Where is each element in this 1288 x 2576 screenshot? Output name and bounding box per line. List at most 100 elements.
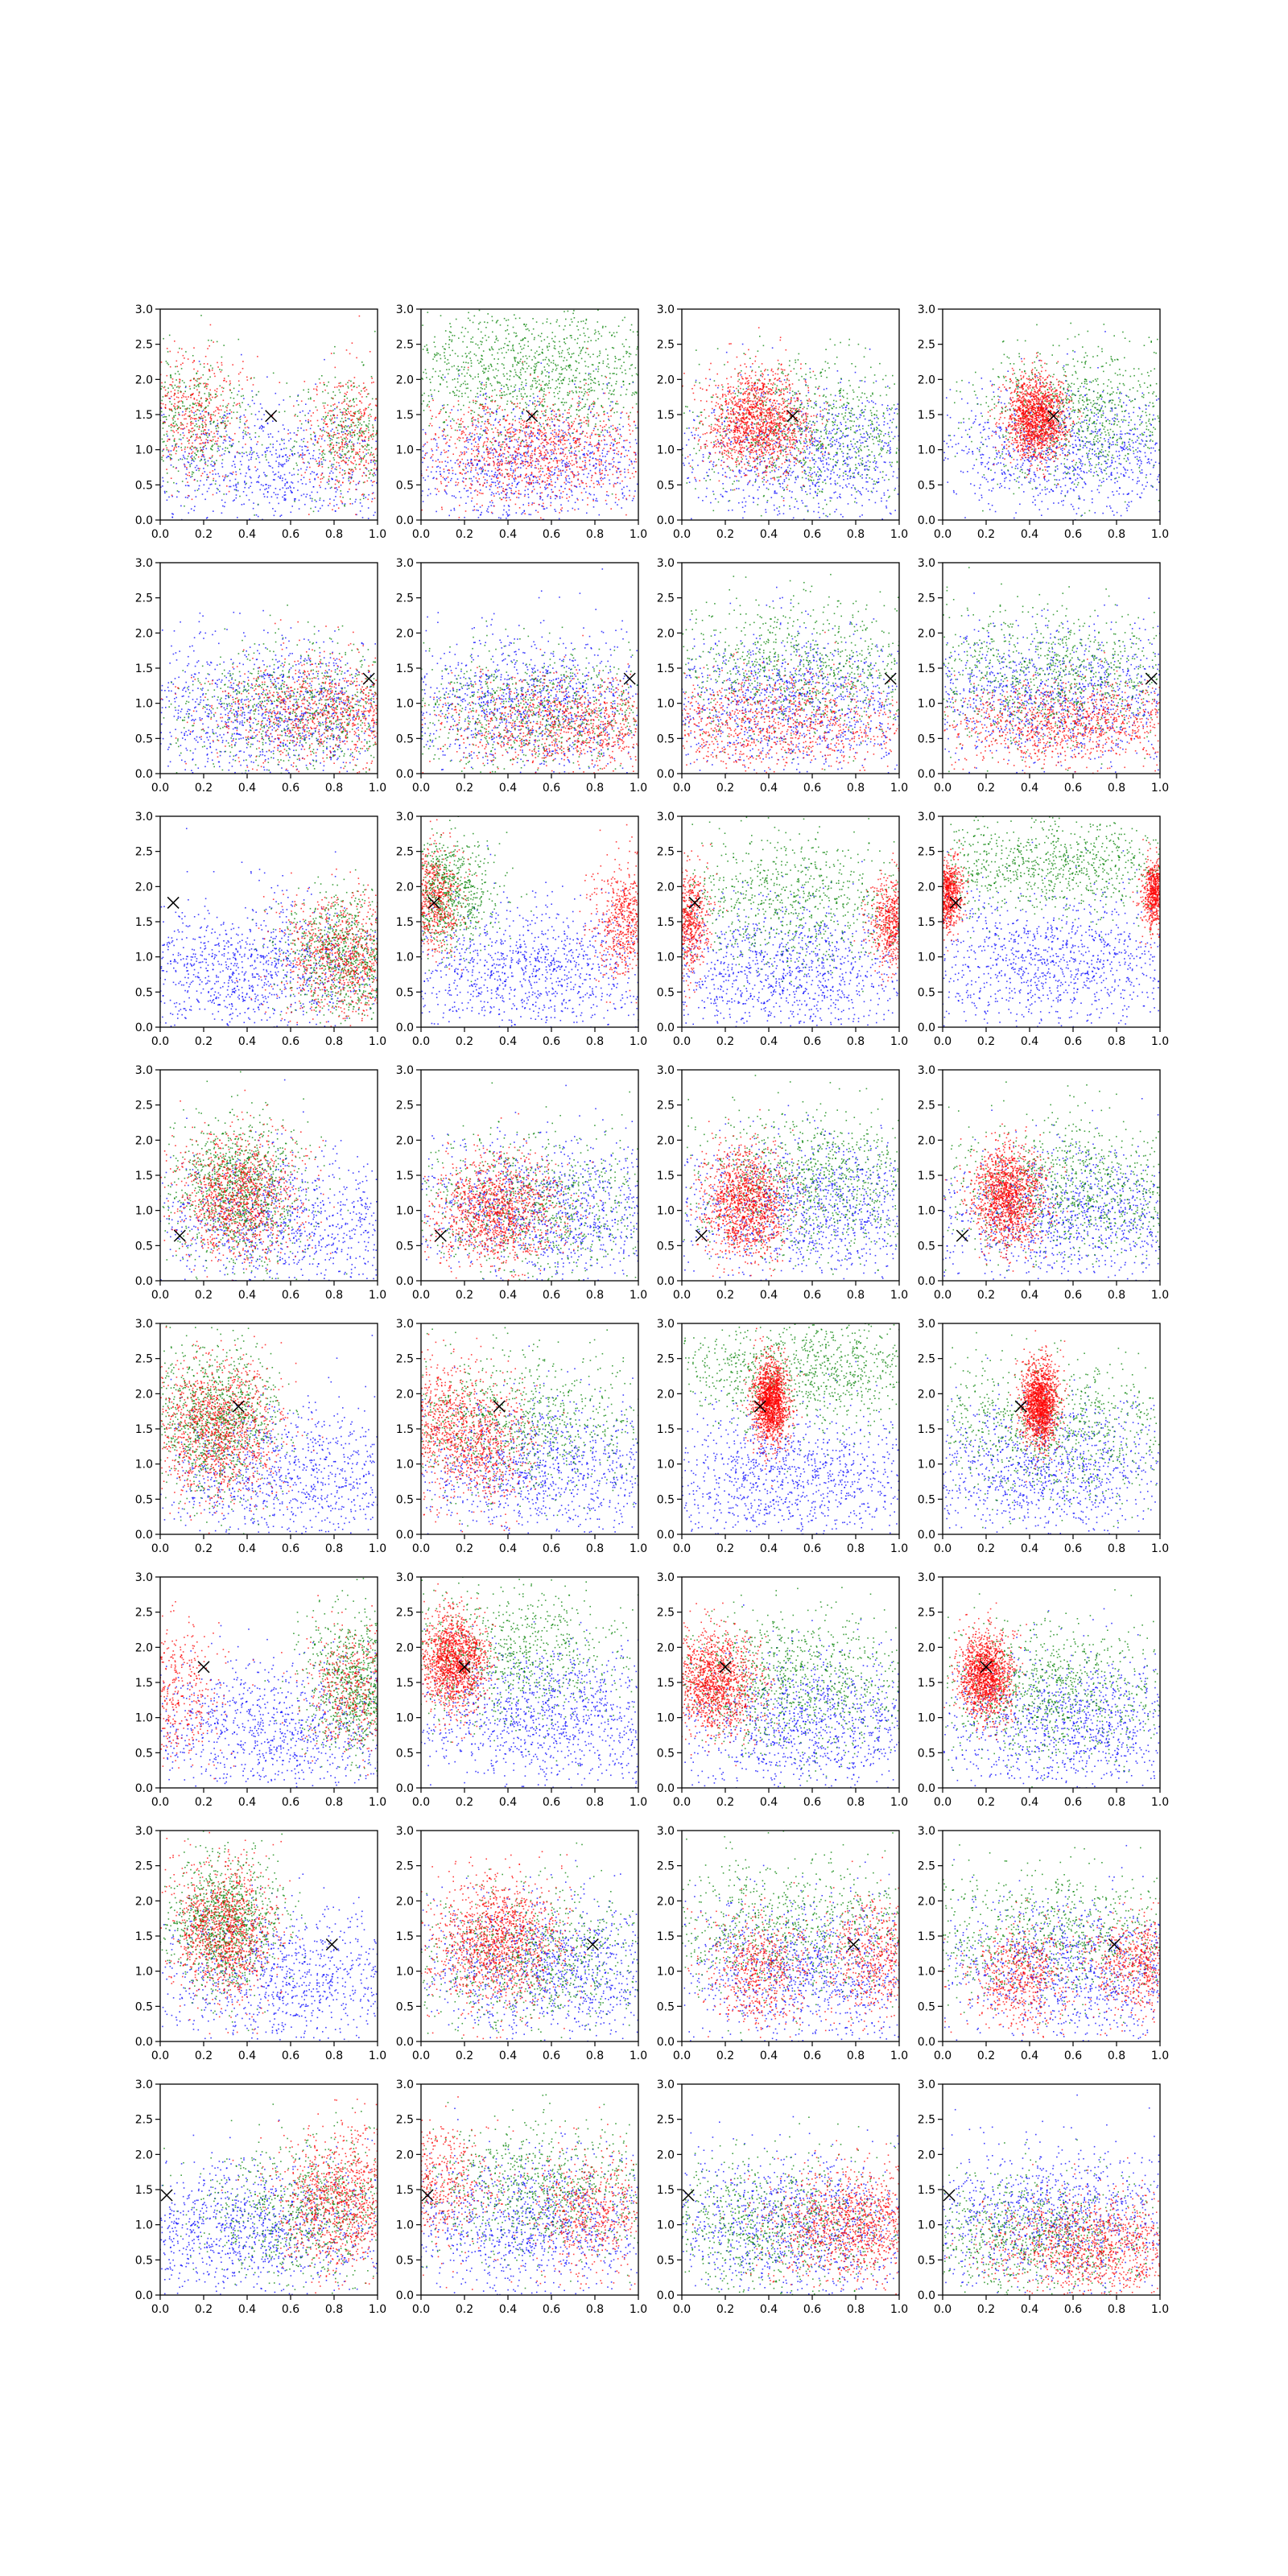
scatter-point bbox=[514, 420, 516, 422]
scatter-point bbox=[574, 452, 576, 454]
scatter-point bbox=[513, 408, 514, 410]
scatter-point bbox=[353, 386, 355, 388]
scatter-point bbox=[217, 489, 219, 491]
scatter-point bbox=[229, 444, 231, 446]
scatter-point bbox=[314, 444, 316, 446]
scatter-point bbox=[367, 481, 369, 482]
scatter-point bbox=[614, 356, 616, 357]
scatter-point bbox=[554, 396, 555, 398]
scatter-point bbox=[481, 428, 482, 430]
scatter-point bbox=[621, 481, 623, 482]
scatter-point bbox=[234, 433, 236, 435]
scatter-point bbox=[449, 355, 451, 357]
scatter-point bbox=[263, 427, 265, 428]
scatter-point bbox=[478, 323, 480, 324]
scatter-point bbox=[466, 346, 468, 348]
scatter-point bbox=[553, 474, 555, 476]
scatter-point bbox=[274, 474, 275, 476]
scatter-point bbox=[427, 312, 429, 313]
scatter-point bbox=[207, 465, 208, 467]
scatter-point bbox=[522, 431, 523, 432]
scatter-point bbox=[547, 467, 549, 469]
scatter-point bbox=[372, 493, 374, 494]
scatter-point bbox=[484, 321, 485, 323]
scatter-point bbox=[497, 429, 499, 431]
scatter-point bbox=[469, 402, 471, 403]
scatter-point bbox=[542, 481, 543, 482]
scatter-point bbox=[535, 378, 536, 379]
scatter-point bbox=[517, 430, 518, 431]
scatter-point bbox=[303, 430, 305, 431]
scatter-point bbox=[438, 466, 440, 468]
scatter-point bbox=[496, 337, 497, 339]
scatter-point bbox=[498, 434, 500, 436]
scatter-point bbox=[603, 435, 605, 436]
scatter-point bbox=[327, 436, 328, 437]
scatter-point bbox=[291, 512, 292, 514]
scatter-point bbox=[463, 427, 464, 428]
scatter-point bbox=[507, 429, 509, 431]
scatter-point bbox=[480, 434, 481, 436]
scatter-point bbox=[432, 398, 434, 399]
scatter-point bbox=[214, 397, 216, 398]
scatter-point bbox=[338, 437, 340, 439]
scatter-point bbox=[533, 394, 535, 395]
scatter-point bbox=[531, 359, 533, 361]
scatter-point bbox=[208, 476, 209, 477]
scatter-point bbox=[314, 479, 316, 481]
scatter-point bbox=[568, 353, 570, 355]
scatter-point bbox=[471, 365, 473, 367]
scatter-point bbox=[575, 451, 576, 452]
scatter-point bbox=[588, 391, 590, 393]
scatter-point bbox=[502, 446, 503, 448]
scatter-point bbox=[169, 439, 171, 440]
scatter-point bbox=[515, 374, 517, 376]
scatter-point bbox=[363, 365, 365, 366]
scatter-point bbox=[508, 456, 510, 458]
scatter-point bbox=[539, 361, 540, 363]
scatter-point bbox=[539, 504, 540, 506]
scatter-point bbox=[192, 423, 194, 424]
scatter-point bbox=[349, 483, 351, 485]
scatter-point bbox=[326, 386, 328, 387]
scatter-point bbox=[482, 446, 484, 448]
scatter-point bbox=[623, 384, 625, 386]
scatter-point bbox=[180, 439, 182, 440]
scatter-point bbox=[562, 460, 564, 462]
scatter-point bbox=[489, 502, 491, 503]
scatter-point bbox=[341, 485, 342, 486]
scatter-point bbox=[469, 478, 471, 480]
scatter-point bbox=[192, 455, 193, 456]
scatter-point bbox=[283, 487, 284, 489]
scatter-point bbox=[184, 452, 186, 453]
scatter-point bbox=[562, 465, 564, 467]
scatter-point bbox=[281, 449, 283, 451]
scatter-point bbox=[329, 419, 331, 420]
scatter-point bbox=[253, 384, 254, 386]
scatter-point bbox=[350, 461, 352, 463]
scatter-point bbox=[161, 415, 163, 416]
scatter-point bbox=[443, 379, 444, 381]
scatter-point bbox=[581, 407, 583, 409]
scatter-point bbox=[552, 404, 554, 406]
scatter-point bbox=[512, 345, 514, 347]
scatter-point bbox=[625, 450, 627, 452]
scatter-point bbox=[346, 426, 348, 427]
scatter-point bbox=[245, 409, 246, 411]
scatter-point bbox=[308, 453, 310, 455]
scatter-point bbox=[571, 472, 572, 473]
scatter-point bbox=[540, 451, 542, 452]
scatter-point bbox=[237, 483, 239, 485]
scatter-point bbox=[495, 482, 497, 484]
scatter-point bbox=[180, 424, 182, 426]
scatter-point bbox=[258, 457, 260, 459]
scatter-point bbox=[514, 439, 516, 440]
scatter-point bbox=[522, 455, 523, 456]
scatter-point bbox=[568, 450, 570, 452]
scatter-point bbox=[565, 472, 567, 473]
scatter-point bbox=[513, 459, 514, 460]
scatter-point bbox=[191, 463, 192, 464]
scatter-point bbox=[205, 407, 207, 408]
scatter-point bbox=[324, 407, 325, 409]
scatter-point bbox=[315, 383, 316, 385]
